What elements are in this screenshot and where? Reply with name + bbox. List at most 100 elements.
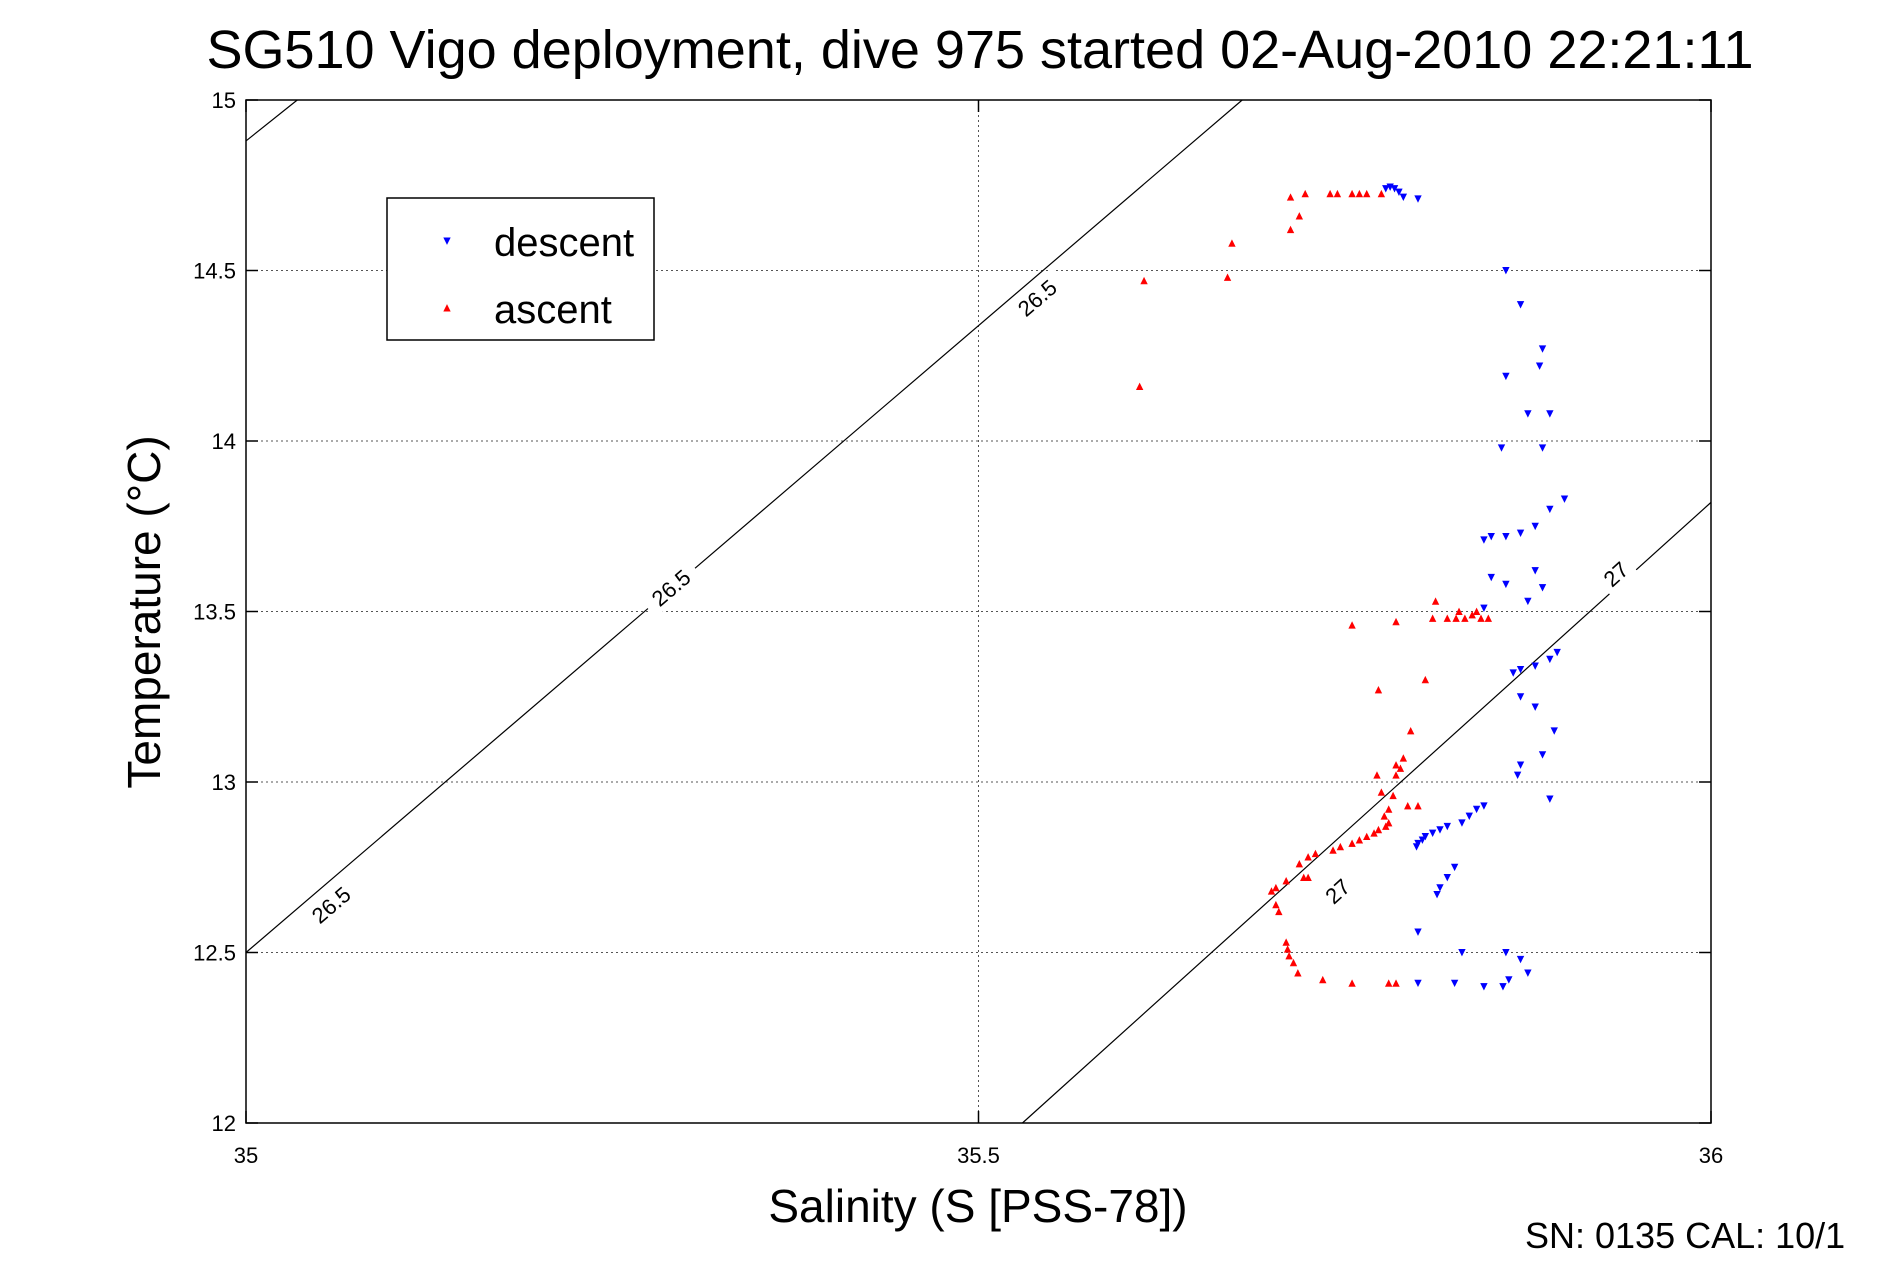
ascent-point [1443,614,1451,622]
descent-point [1399,193,1408,202]
ascent-point [1319,975,1327,984]
descent-point [1433,891,1441,899]
descent-point [1502,532,1510,541]
ascent-point [1431,597,1440,605]
y-tick-label: 14 [212,429,236,454]
contour-label-gap [298,874,363,935]
ascent-point [1295,859,1304,868]
descent-point [1516,301,1525,309]
y-tick-label: 12.5 [193,941,236,966]
ascent-point [1135,382,1144,390]
ascent-point [1275,907,1283,916]
ascent-point [1272,883,1280,892]
ascent-point [1421,675,1430,684]
descent-point [1516,761,1525,769]
x-tick-label: 36 [1699,1143,1723,1168]
descent-point [1531,522,1539,531]
contour-label-group: 27 [1593,552,1638,596]
descent-point [1497,444,1506,452]
ascent-point [1294,969,1302,977]
contour-label-gap [1593,552,1638,596]
ascent-point [1377,788,1386,796]
y-axis-ticks: 12 12.5 13 13.5 14 14.5 15 [193,88,1711,1136]
legend: descent ascent [386,197,655,341]
descent-point [1502,372,1510,381]
ascent-point [1392,617,1400,626]
descent-point [1513,771,1522,780]
descent-point [1505,976,1513,984]
descent-point [1546,410,1554,418]
y-tick-label: 13.5 [193,600,236,625]
descent-point [1395,188,1403,196]
ascent-point [1428,614,1437,622]
ascent-point [1289,958,1298,967]
ascent-point [1455,607,1463,616]
contour-label-gap [638,557,703,618]
x-tick-label: 35.5 [957,1143,1000,1168]
ascent-point [1304,873,1312,881]
ascent-point [1363,189,1371,198]
descent-point [1538,584,1547,592]
descent-point [1535,362,1544,370]
ascent-point [1385,979,1393,987]
descent-point [1480,802,1488,810]
ascent-point [1377,189,1386,198]
descent-point [1531,662,1539,670]
ascent-point [1392,761,1400,769]
descent-point [1531,703,1539,711]
x-axis-label: Salinity (S [PSS-78]) [768,1180,1187,1232]
ascent-point [1283,945,1292,953]
ascent-point [1336,842,1345,851]
descent-point [1499,983,1507,991]
descent-point [1414,195,1422,203]
descent-point [1560,495,1569,503]
descent-point [1502,266,1510,275]
legend-marker-descent [443,237,451,245]
descent-point [1480,983,1488,991]
descent-point [1538,345,1547,353]
ascent-point [1286,193,1295,201]
ascent-point [1355,836,1364,844]
descent-point [1538,444,1547,452]
y-axis-label: Temperature (°C) [118,435,170,788]
ascent-point [1286,225,1295,234]
contour-label-group: 26.5 [1005,267,1070,328]
descent-point [1412,843,1421,851]
descent-point [1436,884,1444,892]
contour-label-group: 26.5 [298,874,363,935]
ascent-point [1311,849,1320,858]
ascent-point [1468,611,1476,619]
ascent-point [1140,276,1148,285]
contour-label-group: 27 [1315,869,1360,913]
descent-point [1465,812,1473,820]
ascent-point [1374,825,1383,834]
ascent-point [1399,754,1408,762]
ascent-point [1373,771,1381,779]
series-descent [1382,183,1569,991]
contour-line-26.5 [245,99,1243,953]
series-ascent [1135,189,1493,987]
descent-point [1509,669,1517,677]
ascent-point [1363,832,1371,841]
descent-point [1524,597,1532,606]
x-axis-ticks: 35 35.5 36 [234,100,1723,1168]
ascent-point [1392,771,1400,779]
contour-line-27 [1022,501,1712,1124]
descent-point [1531,567,1539,575]
contour-line-26.5 [245,99,298,142]
legend-items: descent ascent [443,221,634,332]
contour-label-group: 26.5 [638,557,703,618]
descent-point [1516,955,1525,964]
ascent-point [1348,189,1356,198]
descent-point [1428,829,1437,838]
descent-point [1524,410,1532,418]
ascent-point [1355,189,1364,198]
descent-point [1414,979,1422,988]
descent-point [1443,873,1451,882]
descent-point [1443,822,1451,831]
ascent-point [1300,873,1308,881]
descent-point [1458,819,1466,827]
ascent-point [1301,189,1309,198]
descent-point [1414,928,1422,936]
